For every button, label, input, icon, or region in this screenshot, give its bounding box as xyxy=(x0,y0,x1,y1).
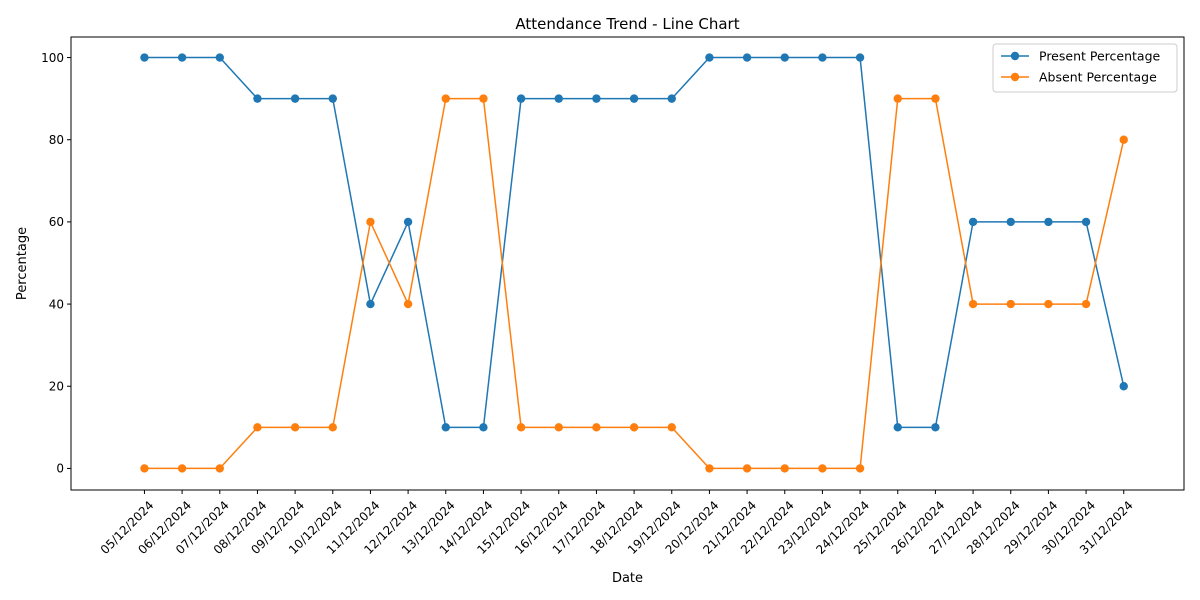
data-point-s2-20 xyxy=(856,464,864,472)
data-point-s1-26 xyxy=(1082,218,1090,226)
data-point-s1-20 xyxy=(856,53,864,61)
data-point-s1-9 xyxy=(442,423,450,431)
data-point-s2-25 xyxy=(1044,300,1052,308)
data-point-s2-24 xyxy=(1007,300,1015,308)
data-point-s2-12 xyxy=(555,423,563,431)
data-point-s2-13 xyxy=(592,423,600,431)
data-point-s2-9 xyxy=(442,94,450,102)
data-point-s2-14 xyxy=(630,423,638,431)
data-point-s2-8 xyxy=(404,300,412,308)
legend-label-2: Absent Percentage xyxy=(1039,70,1157,85)
data-point-s1-23 xyxy=(969,218,977,226)
legend-marker-2 xyxy=(1011,73,1019,81)
data-point-s1-11 xyxy=(517,94,525,102)
data-point-s1-24 xyxy=(1007,218,1015,226)
data-point-s2-23 xyxy=(969,300,977,308)
data-point-s2-3 xyxy=(216,464,224,472)
data-point-s2-17 xyxy=(743,464,751,472)
data-point-s2-5 xyxy=(291,423,299,431)
data-point-s1-1 xyxy=(140,53,148,61)
data-point-s1-22 xyxy=(931,423,939,431)
y-tick-label-40: 40 xyxy=(49,297,64,311)
data-point-s2-22 xyxy=(931,94,939,102)
data-point-s2-4 xyxy=(253,423,261,431)
data-point-s1-21 xyxy=(894,423,902,431)
data-point-s2-18 xyxy=(781,464,789,472)
data-point-s1-8 xyxy=(404,218,412,226)
data-point-s1-2 xyxy=(178,53,186,61)
data-point-s1-5 xyxy=(291,94,299,102)
legend: Present Percentage Absent Percentage xyxy=(993,44,1177,92)
data-point-s1-27 xyxy=(1120,382,1128,390)
data-point-s1-3 xyxy=(216,53,224,61)
y-tick-label-0: 0 xyxy=(56,462,64,476)
data-point-s1-17 xyxy=(743,53,751,61)
data-point-s2-2 xyxy=(178,464,186,472)
data-point-s1-25 xyxy=(1044,218,1052,226)
data-point-s2-15 xyxy=(668,423,676,431)
chart-title: Attendance Trend - Line Chart xyxy=(515,15,739,33)
data-point-s1-14 xyxy=(630,94,638,102)
legend-marker-1 xyxy=(1011,52,1019,60)
data-point-s2-21 xyxy=(894,94,902,102)
data-point-s2-6 xyxy=(329,423,337,431)
data-point-s1-12 xyxy=(555,94,563,102)
data-point-s1-19 xyxy=(818,53,826,61)
x-axis-label: Date xyxy=(612,571,643,586)
y-tick-label-100: 100 xyxy=(41,51,64,65)
data-point-s1-18 xyxy=(781,53,789,61)
y-tick-label-80: 80 xyxy=(49,133,64,147)
data-point-s1-4 xyxy=(253,94,261,102)
data-point-s2-26 xyxy=(1082,300,1090,308)
data-point-s2-10 xyxy=(479,94,487,102)
y-axis-label: Percentage xyxy=(15,227,30,300)
data-point-s2-16 xyxy=(705,464,713,472)
data-point-s2-19 xyxy=(818,464,826,472)
data-point-s1-16 xyxy=(705,53,713,61)
data-point-s1-10 xyxy=(479,423,487,431)
data-point-s2-27 xyxy=(1120,136,1128,144)
data-point-s2-7 xyxy=(366,218,374,226)
data-point-s2-1 xyxy=(140,464,148,472)
data-point-s1-15 xyxy=(668,94,676,102)
data-point-s2-11 xyxy=(517,423,525,431)
data-point-s1-7 xyxy=(366,300,374,308)
data-point-s1-13 xyxy=(592,94,600,102)
legend-label-1: Present Percentage xyxy=(1039,49,1161,64)
y-tick-label-60: 60 xyxy=(49,215,64,229)
y-tick-label-20: 20 xyxy=(49,380,64,394)
data-point-s1-6 xyxy=(329,94,337,102)
